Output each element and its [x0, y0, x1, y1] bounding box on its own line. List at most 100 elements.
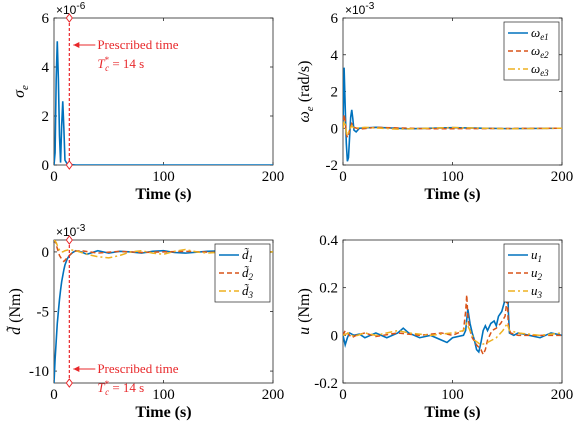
y-label-unit: (Nm): [7, 288, 24, 327]
legend-subscript: e1: [540, 32, 549, 42]
legend-subscript: 3: [248, 290, 254, 300]
prescribed-time-marker-top: [65, 13, 73, 23]
y-tick-label: 6: [331, 11, 339, 27]
legend-label-2: d̃2: [242, 265, 254, 282]
x-tick-label: 0: [50, 169, 58, 185]
multiplier-exponent: -3: [76, 223, 85, 234]
y-tick-label: 4: [331, 48, 339, 64]
annotation-t: T: [97, 56, 105, 71]
multiplier-base: ×10: [56, 3, 77, 17]
legend-symbol: ω: [531, 61, 540, 76]
prescribed-time-marker-top: [65, 235, 73, 245]
x-tick-label: 0: [50, 387, 58, 403]
legend-label-1: u1: [531, 247, 542, 264]
legend-symbol: u: [531, 247, 538, 262]
annotation-t-eq: = 14 s: [109, 56, 144, 71]
legend-subscript: 2: [538, 272, 543, 282]
legend-label-1: d̃1: [242, 247, 253, 264]
annotation-arrow-head: [73, 366, 80, 372]
axis-multiplier: ×10-6: [56, 1, 86, 17]
y-label-unit: (rad/s): [296, 61, 313, 107]
legend-symbol: d̃: [242, 265, 250, 280]
annotation-t-sup: *: [105, 379, 110, 389]
annotation-line2: T* c = 14 s: [97, 55, 144, 73]
y-tick-label: 2: [42, 109, 50, 125]
y-axis-label: σe: [11, 85, 31, 98]
x-tick-label: 100: [152, 387, 175, 403]
y-tick-label: -10: [29, 364, 49, 380]
annotation-line1: Prescribed time: [97, 37, 178, 52]
series-line-3: [343, 321, 562, 346]
y-tick-label: 2: [331, 85, 339, 101]
multiplier-exponent: -3: [365, 1, 374, 12]
legend-symbol: d̃: [242, 247, 250, 262]
x-tick-label: 100: [152, 169, 175, 185]
annotation-t: T: [97, 380, 105, 395]
legend-subscript: 2: [249, 272, 254, 282]
multiplier-base: ×10: [345, 3, 366, 17]
legend-label-3: d̃3: [242, 283, 254, 300]
y-tick-label: 0.2: [319, 281, 338, 297]
axis-multiplier: ×10-3: [345, 1, 375, 17]
legend-symbol: ω: [531, 43, 540, 58]
x-axis-label: Time (s): [135, 404, 191, 421]
legend-label-2: ωe2: [531, 43, 549, 60]
legend-label-3: ωe3: [531, 61, 549, 78]
x-tick-label: 100: [441, 169, 464, 185]
y-tick-label: -0.2: [314, 376, 338, 392]
y-tick-label: 0: [331, 328, 339, 344]
x-tick-label: 200: [262, 169, 285, 185]
legend-label-2: u2: [531, 265, 543, 282]
y-tick-label: 0.4: [319, 233, 338, 249]
axes-box: [53, 17, 274, 166]
annotation-line1: Prescribed time: [97, 361, 178, 376]
legend-symbol: u: [531, 265, 538, 280]
x-tick-label: 200: [262, 387, 285, 403]
prescribed-time-marker-bottom: [65, 378, 73, 388]
legend-label-3: u3: [531, 283, 543, 300]
legend-label-1: ωe1: [531, 25, 549, 42]
legend-subscript: 3: [537, 290, 543, 300]
x-tick-label: 0: [339, 169, 347, 185]
annotation-arrow-head: [73, 42, 80, 48]
series-line-2: [343, 114, 562, 140]
subplot-sigma: 0 100 200 0 2 4 6 ×10-6 Time (s) σe Prescribed tim…: [11, 1, 284, 203]
series-line-1: [343, 67, 562, 162]
series-line-3: [343, 120, 562, 138]
annotation-t-eq: = 14 s: [109, 380, 144, 395]
legend-box: [503, 243, 560, 303]
legend-subscript: e2: [540, 50, 549, 60]
y-tick-label: -5: [37, 305, 50, 321]
multiplier-base: ×10: [56, 225, 77, 239]
prescribed-time-marker-bottom: [65, 160, 73, 170]
legend-symbol: u: [531, 283, 538, 298]
y-tick-label: 6: [42, 11, 50, 27]
series-line-3: [54, 240, 273, 259]
x-axis-label: Time (s): [135, 186, 191, 203]
y-label-unit: (Nm): [296, 288, 313, 327]
y-tick-label: 4: [42, 60, 50, 76]
y-tick-label: 0: [42, 245, 50, 261]
annotation-t-sub: c: [105, 63, 109, 73]
multiplier-exponent: -6: [76, 1, 85, 12]
y-label-subscript: e: [19, 85, 31, 90]
annotation-t-sub: c: [105, 387, 109, 397]
subplot-dtilde: 0 100 200 -10 -5 0 ×10-3 Time (s) d̃ (Nm) Prescri…: [6, 223, 285, 421]
y-label-symbol: σ: [11, 89, 28, 98]
legend-subscript: 1: [249, 254, 254, 264]
legend-box: [503, 21, 560, 81]
y-label-symbol: u: [296, 327, 313, 335]
x-axis-label: Time (s): [424, 404, 480, 421]
y-tick-label: 0: [42, 158, 50, 174]
x-tick-label: 100: [441, 387, 464, 403]
x-axis-label: Time (s): [424, 186, 480, 203]
x-tick-label: 0: [339, 387, 347, 403]
x-tick-label: 200: [551, 169, 574, 185]
y-axis-label: d̃ (Nm): [6, 288, 24, 335]
legend-symbol: ω: [531, 25, 540, 40]
y-label-symbol: ω: [296, 111, 313, 122]
legend-symbol: d̃: [242, 283, 250, 298]
